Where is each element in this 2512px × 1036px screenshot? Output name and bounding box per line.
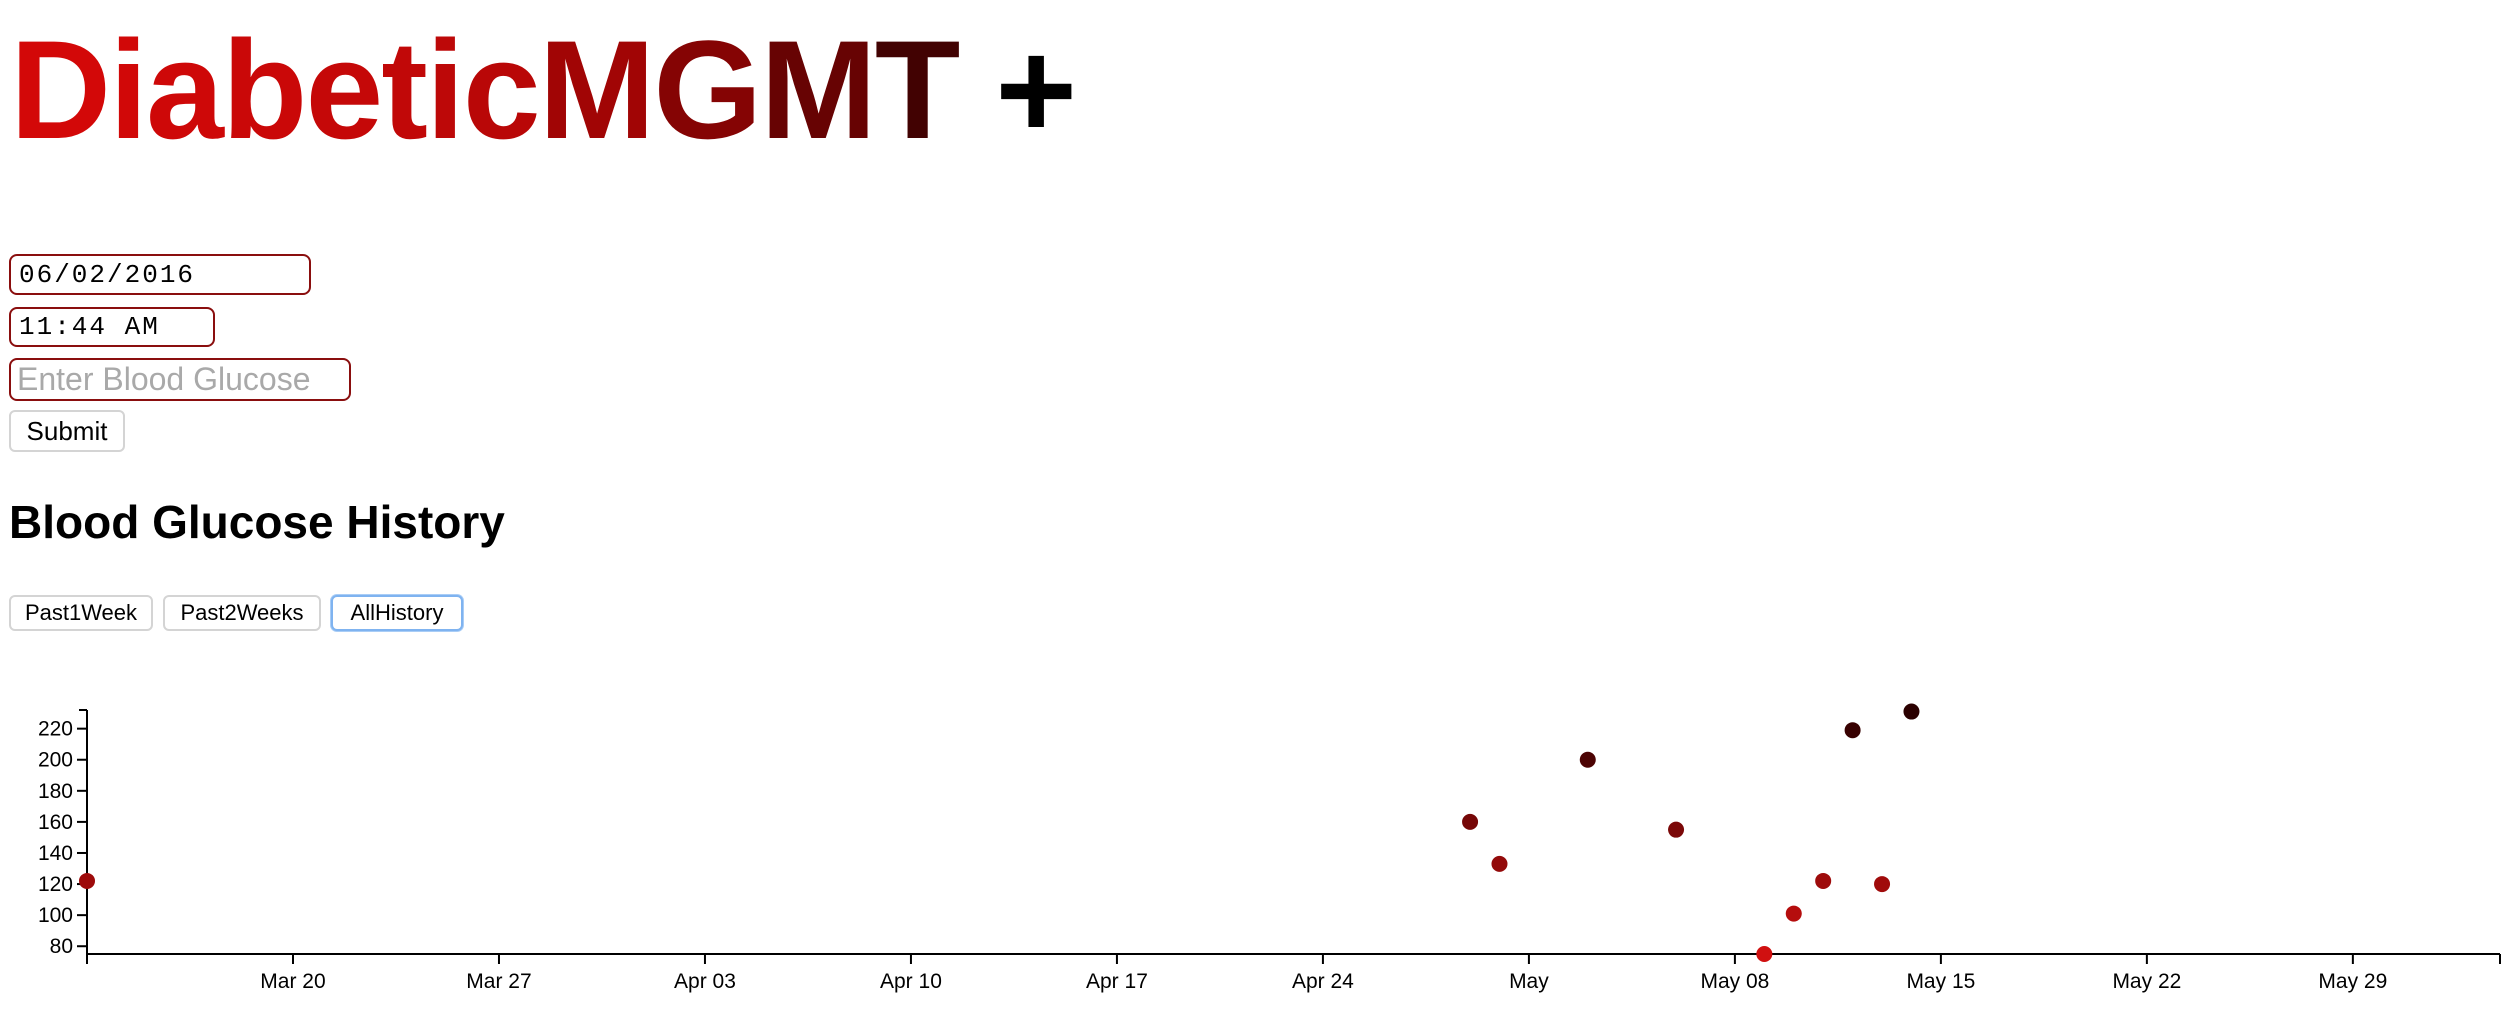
y-tick-label: 160 (38, 811, 73, 834)
data-point (1844, 722, 1861, 739)
app-title-letter: M (760, 11, 877, 168)
submit-button[interactable]: Submit (9, 410, 125, 452)
app-title-text: DiabeticMGMT (10, 11, 961, 168)
data-point (1579, 751, 1596, 768)
app-title-letter: e (305, 11, 383, 168)
x-tick-label: May 29 (2318, 970, 2387, 993)
app-title-letter: b (221, 11, 308, 168)
app-title-letter: i (425, 11, 465, 168)
data-point (1462, 813, 1479, 830)
past-2-weeks-button[interactable]: Past2Weeks (163, 595, 321, 631)
y-tick-label: 100 (38, 904, 73, 927)
app-title-letter: M (538, 11, 656, 168)
x-tick-label: Mar 20 (260, 970, 325, 993)
app-title: DiabeticMGMT + (10, 10, 1077, 170)
x-tick-label: May 22 (2112, 970, 2181, 993)
y-tick-label: 220 (38, 718, 73, 741)
app-title-letter: i (109, 11, 148, 168)
app-title-letter: t (381, 11, 428, 168)
blood-glucose-input[interactable] (9, 358, 351, 401)
y-tick-label: 200 (38, 749, 73, 772)
x-tick-label: Mar 27 (466, 970, 531, 993)
x-tick-label: May 15 (1906, 970, 1975, 993)
x-tick-label: May 08 (1700, 970, 1769, 993)
data-point (79, 872, 95, 889)
y-tick-label: 180 (38, 780, 73, 803)
glucose-scatter-chart: 80 100 120 140 160 180 200 220 Mar 20 Mar 27 Apr 0… (38, 703, 2501, 993)
data-point (1874, 876, 1891, 893)
y-tick-label: 120 (38, 873, 73, 896)
app-title-letter: D (10, 11, 111, 168)
data-point (1756, 946, 1773, 962)
app-title-letter: c (462, 11, 541, 168)
y-tick-label: 140 (38, 842, 73, 865)
history-title: Blood Glucose History (9, 496, 505, 548)
app-title-letter: a (146, 11, 224, 168)
data-point (1785, 905, 1802, 922)
x-tick-label: Apr 03 (674, 970, 736, 993)
x-tick-label: May (1509, 970, 1549, 993)
data-point (1903, 703, 1920, 720)
data-point (1491, 855, 1508, 872)
x-tick-label: Apr 10 (880, 970, 942, 993)
past-1-week-button[interactable]: Past1Week (9, 595, 153, 631)
time-field[interactable]: 11:44 AM (9, 307, 215, 347)
x-tick-label: Apr 17 (1086, 970, 1148, 993)
data-point (1668, 821, 1685, 838)
x-tick-label: Apr 24 (1292, 970, 1354, 993)
date-field[interactable]: 06/02/2016 (9, 254, 311, 295)
app-title-plus: + (995, 11, 1077, 168)
all-history-button[interactable]: AllHistory (331, 595, 463, 631)
app-title-letter: G (653, 11, 762, 168)
y-tick-label: 80 (50, 935, 73, 958)
app-title-letter: T (874, 11, 961, 168)
data-point (1815, 872, 1832, 889)
